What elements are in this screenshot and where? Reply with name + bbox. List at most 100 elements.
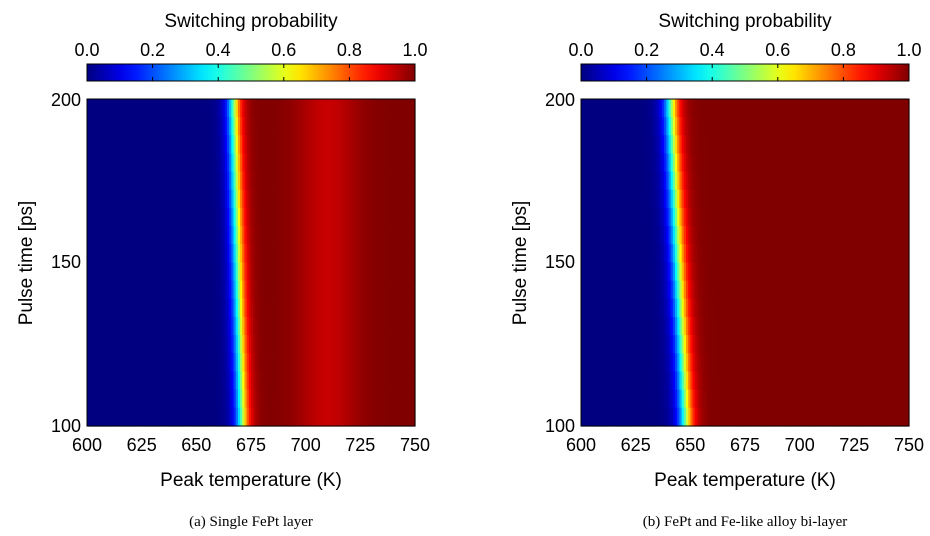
heatmap-cell [261,189,265,209]
heatmap-cell [707,171,711,191]
heatmap-cell [108,280,112,300]
heatmap-cell [609,244,613,264]
heatmap-cell [310,135,313,155]
heatmap-cell [362,335,366,354]
heatmap-cell [196,189,200,209]
heatmap-cell [666,171,670,191]
heatmap-cell [251,389,254,409]
heatmap-cell [766,153,770,173]
heatmap-cell [91,280,95,300]
heatmap-cell [895,135,899,155]
heatmap-cell [277,335,281,354]
heatmap-cell [828,135,831,155]
heatmap-cell [648,171,652,191]
heatmap-cell [218,389,221,409]
heatmap-cell [758,280,761,300]
heatmap-cell [784,298,788,318]
heatmap-cell [729,135,733,155]
heatmap-cell [183,153,186,173]
heatmap-cell [132,171,136,191]
panel-b-colorbar-tick: 0.8 [831,40,856,60]
heatmap-cell [784,280,788,300]
heatmap-cell [141,371,145,391]
heatmap-cell [117,280,121,300]
heatmap-cell [161,117,165,136]
heatmap-cell [629,298,632,318]
heatmap-cell [255,280,259,300]
heatmap-cell [113,99,117,118]
heatmap-cell [611,208,615,227]
panel-a-caption: (a) Single FePt layer [189,514,313,530]
heatmap-cell [181,244,184,264]
heatmap-cell [388,99,392,118]
heatmap-cell [878,153,882,173]
heatmap-cell [406,117,410,136]
heatmap-cell [716,171,720,191]
heatmap-cell [738,171,742,191]
heatmap-cell [152,371,156,391]
heatmap-cell [191,262,195,282]
heatmap-cell [731,117,735,136]
heatmap-cell [128,280,132,300]
heatmap-cell [231,171,235,191]
heatmap-cell [876,262,879,282]
heatmap-cell [734,244,737,264]
heatmap-cell [819,317,823,336]
heatmap-cell [725,317,729,336]
heatmap-cell [661,99,665,118]
heatmap-cell [390,189,394,209]
heatmap-cell [664,99,667,118]
heatmap-cell [124,99,127,118]
heatmap-cell [351,153,355,173]
heatmap-cell [181,117,184,136]
heatmap-cell [657,99,661,118]
heatmap-cell [810,99,814,118]
heatmap-cell [89,262,92,282]
heatmap-cell [255,317,259,336]
heatmap-cell [167,335,171,354]
heatmap-cell [799,298,803,318]
heatmap-cell [135,353,138,373]
heatmap-cell [229,244,232,264]
heatmap-cell [244,153,248,173]
heatmap-cell [139,99,143,118]
heatmap-cell [664,298,667,318]
heatmap-cell [240,153,243,173]
panel-a-y-tick: 100 [51,416,81,436]
heatmap-cell [664,280,667,300]
heatmap-cell [755,135,759,155]
heatmap-cell [679,208,683,227]
heatmap-cell [609,99,613,118]
heatmap-cell [130,371,134,391]
heatmap-cell [753,153,757,173]
heatmap-cell [345,171,348,191]
heatmap-cell [163,244,167,264]
heatmap-cell [314,153,318,173]
panel-a-x-tick: 675 [236,435,266,455]
heatmap-cell [679,317,683,336]
heatmap-cell [751,135,755,155]
heatmap-cell [93,407,97,427]
heatmap-cell [316,99,320,118]
panel-b-colorbar-tick-marks [646,64,844,81]
heatmap-cell [762,226,766,245]
heatmap-cell [760,189,764,209]
heatmap-cell [412,317,416,336]
heatmap-cell [366,226,370,245]
heatmap-cell [347,298,350,318]
heatmap-cell [683,117,687,136]
heatmap-cell [165,389,169,409]
heatmap-cell [812,353,816,373]
heatmap-cell [701,226,705,245]
heatmap-cell [812,99,816,118]
heatmap-cell [128,244,132,264]
heatmap-cell [314,353,318,373]
heatmap-cell [753,208,757,227]
heatmap-cell [375,244,379,264]
heatmap-cell [296,244,300,264]
heatmap-cell [292,335,296,354]
heatmap-cell [137,353,141,373]
heatmap-cell [360,244,364,264]
heatmap-cell [688,153,691,173]
heatmap-cell [808,189,812,209]
